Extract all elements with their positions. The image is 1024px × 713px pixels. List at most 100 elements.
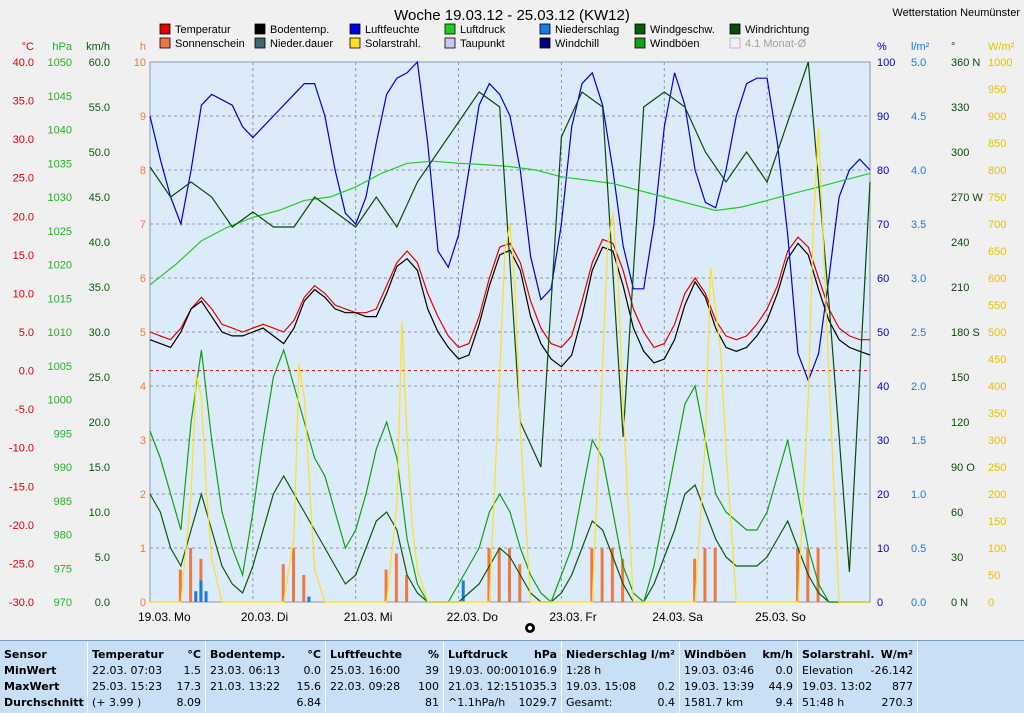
tick-label-rain: 1.5 — [911, 435, 926, 447]
stat-column: Solarstrahl. W/m² Elevation -26.142 19.03. 1… — [798, 641, 918, 713]
series-line-luftfeuchte — [149, 60, 871, 383]
tick-label-pressure: 1005 — [48, 361, 72, 373]
tick-label-wind: 10.0 — [89, 507, 110, 519]
x-tick-day: Fr — [585, 610, 596, 624]
tick-label-solar: 500 — [988, 327, 1006, 339]
stat-value: 1029.7 — [518, 696, 558, 709]
tick-label-solar: 100 — [988, 543, 1006, 555]
legend-swatch — [444, 23, 456, 35]
bar-sonnenschein — [621, 558, 625, 602]
stat-value: 15.6 — [296, 680, 322, 693]
stat-label: 1581.7 km — [684, 696, 744, 709]
tick-label-temp: -30.0 — [9, 597, 34, 609]
x-tick-day: So — [791, 610, 806, 624]
bar-niederschlag — [199, 580, 203, 602]
stat-value: 0.0 — [775, 664, 794, 677]
stat-value: 1.5 — [183, 664, 202, 677]
tick-label-temp: 0.0 — [19, 366, 34, 378]
legend-label: Temperatur — [175, 24, 231, 36]
legend-label: Luftdruck — [460, 24, 506, 36]
tick-label-solar: 700 — [988, 219, 1006, 231]
x-tick-date: 19.03. — [138, 610, 171, 624]
stat-row: MaxWert — [4, 679, 83, 695]
tick-label-pressure: 1040 — [48, 125, 72, 137]
tick-label-humidity: 50 — [877, 327, 889, 339]
bar-sonnenschein — [405, 575, 409, 602]
x-tick-day: Sa — [688, 610, 703, 624]
bar-sonnenschein — [497, 548, 501, 602]
stat-row: Windböen km/h — [684, 647, 793, 663]
tick-label-wind: 15.0 — [89, 462, 110, 474]
x-tick-day: Do — [483, 610, 499, 624]
stat-value: 0.4 — [657, 696, 676, 709]
tick-label-wind: 40.0 — [89, 237, 110, 249]
axis-unit-temp: °C — [22, 41, 34, 53]
stat-row: 21.03. 12:15 1035.3 — [448, 679, 557, 695]
tick-label-pressure: 1025 — [48, 226, 72, 238]
tick-label-solar: 550 — [988, 300, 1006, 312]
x-tick-date: 20.03. — [241, 610, 274, 624]
series-line-windben — [149, 348, 870, 604]
legend-label: Bodentemp. — [270, 24, 329, 36]
tick-label-solar: 650 — [988, 246, 1006, 258]
stat-label: Niederschlag — [566, 648, 648, 661]
tick-label-sun_hours: 4 — [140, 381, 146, 393]
stat-row: ^1.1hPa/h 1029.7 — [448, 695, 557, 711]
tick-label-rain: 2.5 — [911, 327, 926, 339]
stat-row: 22.03. 09:28 100 — [330, 679, 439, 695]
tick-label-direction: 30 — [951, 552, 963, 564]
tick-label-pressure: 1035 — [48, 158, 72, 170]
tick-label-sun_hours: 5 — [140, 327, 146, 339]
stat-row: Bodentemp. °C — [210, 647, 321, 663]
tick-label-humidity: 80 — [877, 165, 889, 177]
bar-sonnenschein — [178, 569, 182, 602]
tick-label-sun_hours: 2 — [140, 489, 146, 501]
tick-label-temp: 5.0 — [19, 327, 34, 339]
tick-label-direction: 300 — [951, 147, 969, 159]
stat-row: Durchschnitt — [4, 695, 84, 711]
legend-swatch — [254, 23, 266, 35]
tick-label-sun_hours: 7 — [140, 219, 146, 231]
legend-swatch — [349, 23, 361, 35]
stat-label: 19.03. 13:39 — [684, 680, 755, 693]
stat-row: Niederschlag l/m² — [566, 647, 675, 663]
stat-value: 17.3 — [176, 680, 202, 693]
tick-label-direction: 360 N — [951, 57, 980, 69]
stat-row: 6.84 — [210, 695, 322, 711]
tick-label-humidity: 100 — [877, 57, 895, 69]
stat-row: Temperatur °C — [92, 647, 201, 663]
legend: Temperatur Bodentemp. Luftfeuchte Luftdruck… — [159, 23, 809, 50]
bar-sonnenschein — [600, 548, 604, 602]
series-line-windgeschw — [149, 474, 870, 603]
stat-label: 22.03. 09:28 — [330, 680, 401, 693]
tick-label-rain: 2.0 — [911, 381, 926, 393]
stat-row: 19.03. 15:08 0.2 — [566, 679, 675, 695]
statistics-panel: Sensor MinWert MaxWert Durchschnitt Temperat… — [0, 640, 1024, 713]
stat-label: MinWert — [4, 664, 57, 677]
tick-label-temp: 35.0 — [13, 96, 34, 108]
bar-sonnenschein — [508, 548, 511, 602]
stat-row: 21.03. 13:22 15.6 — [210, 679, 321, 695]
x-axis: 19.03. Mo 20.03. Di 21.03. Mi 22.03. Do 23.03. Fr… — [138, 610, 806, 624]
stat-row: 19.03. 03:46 0.0 — [684, 663, 793, 679]
tick-label-wind: 5.0 — [95, 552, 110, 564]
stat-column: Bodentemp. °C 23.03. 06:13 0.0 21.03. 13:22 1… — [206, 641, 326, 713]
legend-label: Taupunkt — [460, 38, 505, 50]
tick-label-direction: 120 — [951, 417, 969, 429]
stat-row: 25.03. 15:23 17.3 — [92, 679, 201, 695]
series-line-luftdruck — [149, 160, 871, 286]
x-tick-date: 25.03. — [755, 610, 788, 624]
legend-label: Windböen — [650, 38, 700, 50]
tick-label-direction: 270 W — [951, 192, 983, 204]
tick-label-rain: 0.5 — [911, 543, 926, 555]
stat-label: Luftdruck — [448, 648, 508, 661]
stat-row: 19.03. 13:39 44.9 — [684, 679, 793, 695]
tick-label-sun_hours: 3 — [140, 435, 146, 447]
stat-row: MinWert — [4, 663, 83, 679]
tick-label-temp: 20.0 — [13, 211, 34, 223]
legend-swatch — [159, 37, 171, 49]
stat-label: Durchschnitt — [4, 696, 84, 709]
tick-label-direction: 60 — [951, 507, 963, 519]
stat-label: Sensor — [4, 648, 47, 661]
tick-label-rain: 4.0 — [911, 165, 926, 177]
